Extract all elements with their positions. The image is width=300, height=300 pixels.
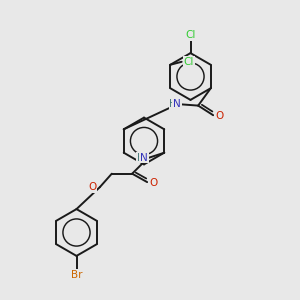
Text: Br: Br — [71, 269, 82, 280]
Text: H: H — [169, 99, 177, 109]
Text: Cl: Cl — [184, 57, 194, 67]
Text: H: H — [137, 152, 144, 163]
Text: O: O — [215, 111, 223, 121]
Text: N: N — [140, 152, 148, 163]
Text: O: O — [88, 182, 96, 192]
Text: N: N — [173, 99, 181, 109]
Text: O: O — [149, 178, 157, 188]
Text: Cl: Cl — [185, 30, 196, 40]
